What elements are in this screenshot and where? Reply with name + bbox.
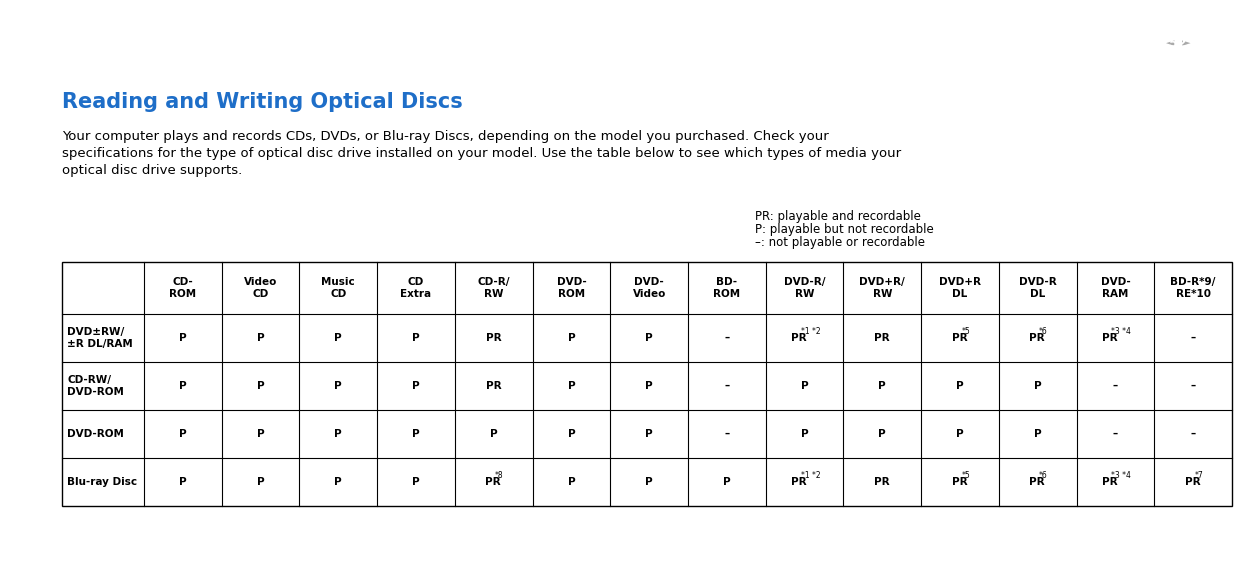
Text: optical disc drive supports.: optical disc drive supports. — [62, 164, 242, 177]
Text: *1 *2: *1 *2 — [801, 328, 820, 336]
Text: Music
CD: Music CD — [321, 277, 355, 299]
Text: PR: PR — [486, 381, 501, 391]
Text: –: – — [1112, 381, 1118, 391]
Text: 52: 52 — [1169, 37, 1187, 50]
Text: P: P — [956, 381, 963, 391]
Text: P: P — [568, 477, 575, 487]
Text: –: – — [724, 333, 729, 343]
Text: *5: *5 — [961, 471, 970, 481]
Text: BD-R*9/
RE*10: BD-R*9/ RE*10 — [1171, 277, 1216, 299]
Text: DVD+R
DL: DVD+R DL — [939, 277, 981, 299]
Text: PR: playable and recordable: PR: playable and recordable — [755, 210, 921, 223]
Text: P: P — [568, 333, 575, 343]
Text: P: P — [412, 381, 420, 391]
Text: P: P — [412, 429, 420, 439]
Text: *3 *4: *3 *4 — [1111, 471, 1131, 481]
Bar — [62, 262, 1233, 506]
Text: Reading and Writing Optical Discs: Reading and Writing Optical Discs — [62, 92, 463, 112]
Text: *5: *5 — [961, 328, 970, 336]
Text: P: P — [335, 333, 342, 343]
Text: PR: PR — [1102, 477, 1117, 487]
Text: PR: PR — [874, 333, 890, 343]
Text: ►: ► — [1182, 39, 1190, 48]
Text: P: P — [801, 381, 808, 391]
Text: P: P — [1034, 429, 1042, 439]
Text: P: P — [956, 429, 963, 439]
Text: P: P — [723, 477, 730, 487]
Text: PR: PR — [1102, 333, 1117, 343]
Text: P: P — [490, 429, 497, 439]
Text: P: P — [645, 477, 653, 487]
Text: –: – — [1190, 333, 1195, 343]
Text: P: P — [335, 381, 342, 391]
Text: –: not playable or recordable: –: not playable or recordable — [755, 236, 925, 249]
Text: P: P — [645, 381, 653, 391]
Text: VAIO: VAIO — [19, 15, 100, 44]
Text: PR: PR — [791, 477, 807, 487]
Text: PR: PR — [874, 477, 890, 487]
Text: DVD-
ROM: DVD- ROM — [557, 277, 587, 299]
Text: P: playable but not recordable: P: playable but not recordable — [755, 223, 934, 236]
Text: Your computer plays and records CDs, DVDs, or Blu-ray Discs, depending on the mo: Your computer plays and records CDs, DVD… — [62, 130, 828, 143]
Text: P: P — [257, 381, 264, 391]
Text: Video
CD: Video CD — [244, 277, 278, 299]
Text: DVD±RW/
±R DL/RAM: DVD±RW/ ±R DL/RAM — [67, 327, 133, 349]
Text: P: P — [645, 333, 653, 343]
Text: –: – — [1190, 381, 1195, 391]
Text: BD-
ROM: BD- ROM — [713, 277, 740, 299]
Text: P: P — [257, 333, 264, 343]
Text: CD-R/
RW: CD-R/ RW — [477, 277, 510, 299]
Text: DVD-R/
RW: DVD-R/ RW — [784, 277, 826, 299]
Text: Using Your VAIO Computer: Using Your VAIO Computer — [1035, 11, 1221, 24]
Text: –: – — [1112, 429, 1118, 439]
Text: DVD-
RAM: DVD- RAM — [1101, 277, 1131, 299]
Text: –: – — [1190, 429, 1195, 439]
Text: PR: PR — [486, 333, 501, 343]
Text: P: P — [335, 477, 342, 487]
Text: PR: PR — [951, 333, 967, 343]
Text: PR: PR — [1029, 333, 1045, 343]
Text: P: P — [257, 429, 264, 439]
Text: *6: *6 — [1039, 328, 1048, 336]
Text: CD
Extra: CD Extra — [401, 277, 432, 299]
Text: P: P — [801, 429, 808, 439]
Text: *1 *2: *1 *2 — [801, 471, 820, 481]
Text: PR: PR — [951, 477, 967, 487]
Text: *3 *4: *3 *4 — [1111, 328, 1131, 336]
Text: P: P — [179, 333, 187, 343]
Text: CD-RW/
DVD-ROM: CD-RW/ DVD-ROM — [67, 375, 124, 397]
Text: P: P — [878, 381, 887, 391]
Text: P: P — [645, 429, 653, 439]
Text: specifications for the type of optical disc drive installed on your model. Use t: specifications for the type of optical d… — [62, 147, 901, 160]
Text: P: P — [257, 477, 264, 487]
Text: PR: PR — [485, 477, 501, 487]
Text: DVD-ROM: DVD-ROM — [67, 429, 124, 439]
Text: –: – — [724, 381, 729, 391]
Text: DVD-R
DL: DVD-R DL — [1019, 277, 1056, 299]
Text: *6: *6 — [1039, 471, 1048, 481]
Text: P: P — [412, 333, 420, 343]
Text: –: – — [724, 429, 729, 439]
Text: P: P — [335, 429, 342, 439]
Text: P: P — [179, 381, 187, 391]
Text: P: P — [179, 429, 187, 439]
Text: P: P — [412, 477, 420, 487]
Text: PR: PR — [1185, 477, 1200, 487]
Text: DVD+R/
RW: DVD+R/ RW — [859, 277, 905, 299]
Text: P: P — [878, 429, 887, 439]
Text: CD-
ROM: CD- ROM — [170, 277, 196, 299]
Text: P: P — [568, 381, 575, 391]
Text: P: P — [568, 429, 575, 439]
Text: P: P — [179, 477, 187, 487]
Text: PR: PR — [791, 333, 807, 343]
Text: Blu-ray Disc: Blu-ray Disc — [67, 477, 138, 487]
Text: DVD-
Video: DVD- Video — [632, 277, 666, 299]
Text: ◄: ◄ — [1166, 39, 1174, 48]
Text: *7: *7 — [1194, 471, 1203, 481]
Text: P: P — [1034, 381, 1042, 391]
Text: PR: PR — [1029, 477, 1045, 487]
Text: *8: *8 — [495, 471, 503, 481]
